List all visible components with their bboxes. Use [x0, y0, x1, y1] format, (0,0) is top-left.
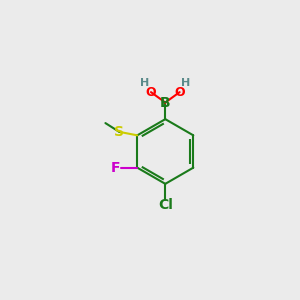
Text: O: O — [146, 85, 156, 99]
Text: B: B — [160, 95, 171, 110]
Text: H: H — [140, 78, 149, 88]
Text: F: F — [111, 161, 120, 175]
Text: O: O — [174, 85, 185, 99]
Text: S: S — [114, 125, 124, 139]
Text: Cl: Cl — [158, 198, 173, 212]
Text: H: H — [182, 78, 191, 88]
